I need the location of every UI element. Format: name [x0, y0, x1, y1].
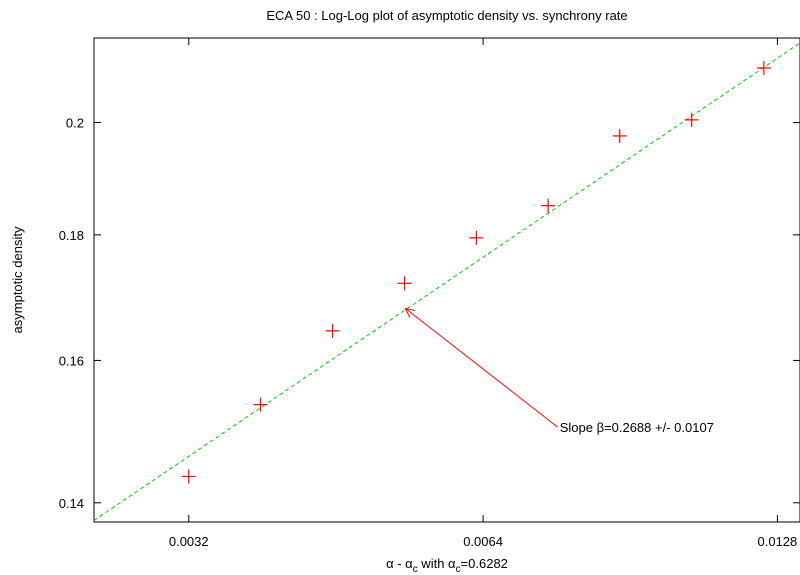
y-tick-label: 0.18 — [59, 228, 84, 243]
axis-ticks: 0.0032 0.0064 0.0128 0.14 0.16 0.18 0.2 — [59, 38, 800, 549]
data-point — [181, 469, 196, 484]
plot-frame — [93, 37, 800, 523]
y-tick-label: 0.16 — [59, 353, 84, 368]
annotation-arrow — [405, 308, 559, 428]
slope-annotation: Slope β=0.2688 +/- 0.0107 — [560, 420, 714, 435]
fit-line-layer — [93, 42, 800, 521]
x-axis-label: α - αc with αc=0.6282 — [386, 556, 508, 575]
chart-title: ECA 50 : Log-Log plot of asymptotic dens… — [266, 8, 627, 23]
data-point — [612, 128, 627, 143]
data-point — [756, 60, 771, 75]
data-points-layer — [181, 60, 771, 484]
y-tick-label: 0.2 — [66, 116, 84, 131]
x-tick-label: 0.0128 — [758, 534, 798, 549]
data-point — [325, 323, 340, 338]
data-point — [397, 276, 412, 291]
y-tick-label: 0.14 — [59, 496, 84, 511]
x-tick-label: 0.0032 — [169, 534, 209, 549]
x-tick-label: 0.0064 — [463, 534, 503, 549]
y-axis-label: asymptotic density — [10, 226, 25, 333]
data-point — [253, 397, 268, 412]
annotation-arrowhead — [404, 307, 416, 318]
data-point — [469, 230, 484, 245]
fit-line — [93, 42, 800, 521]
annotation-layer: Slope β=0.2688 +/- 0.0107 — [404, 307, 714, 435]
data-point — [684, 112, 699, 127]
data-point — [541, 198, 556, 213]
